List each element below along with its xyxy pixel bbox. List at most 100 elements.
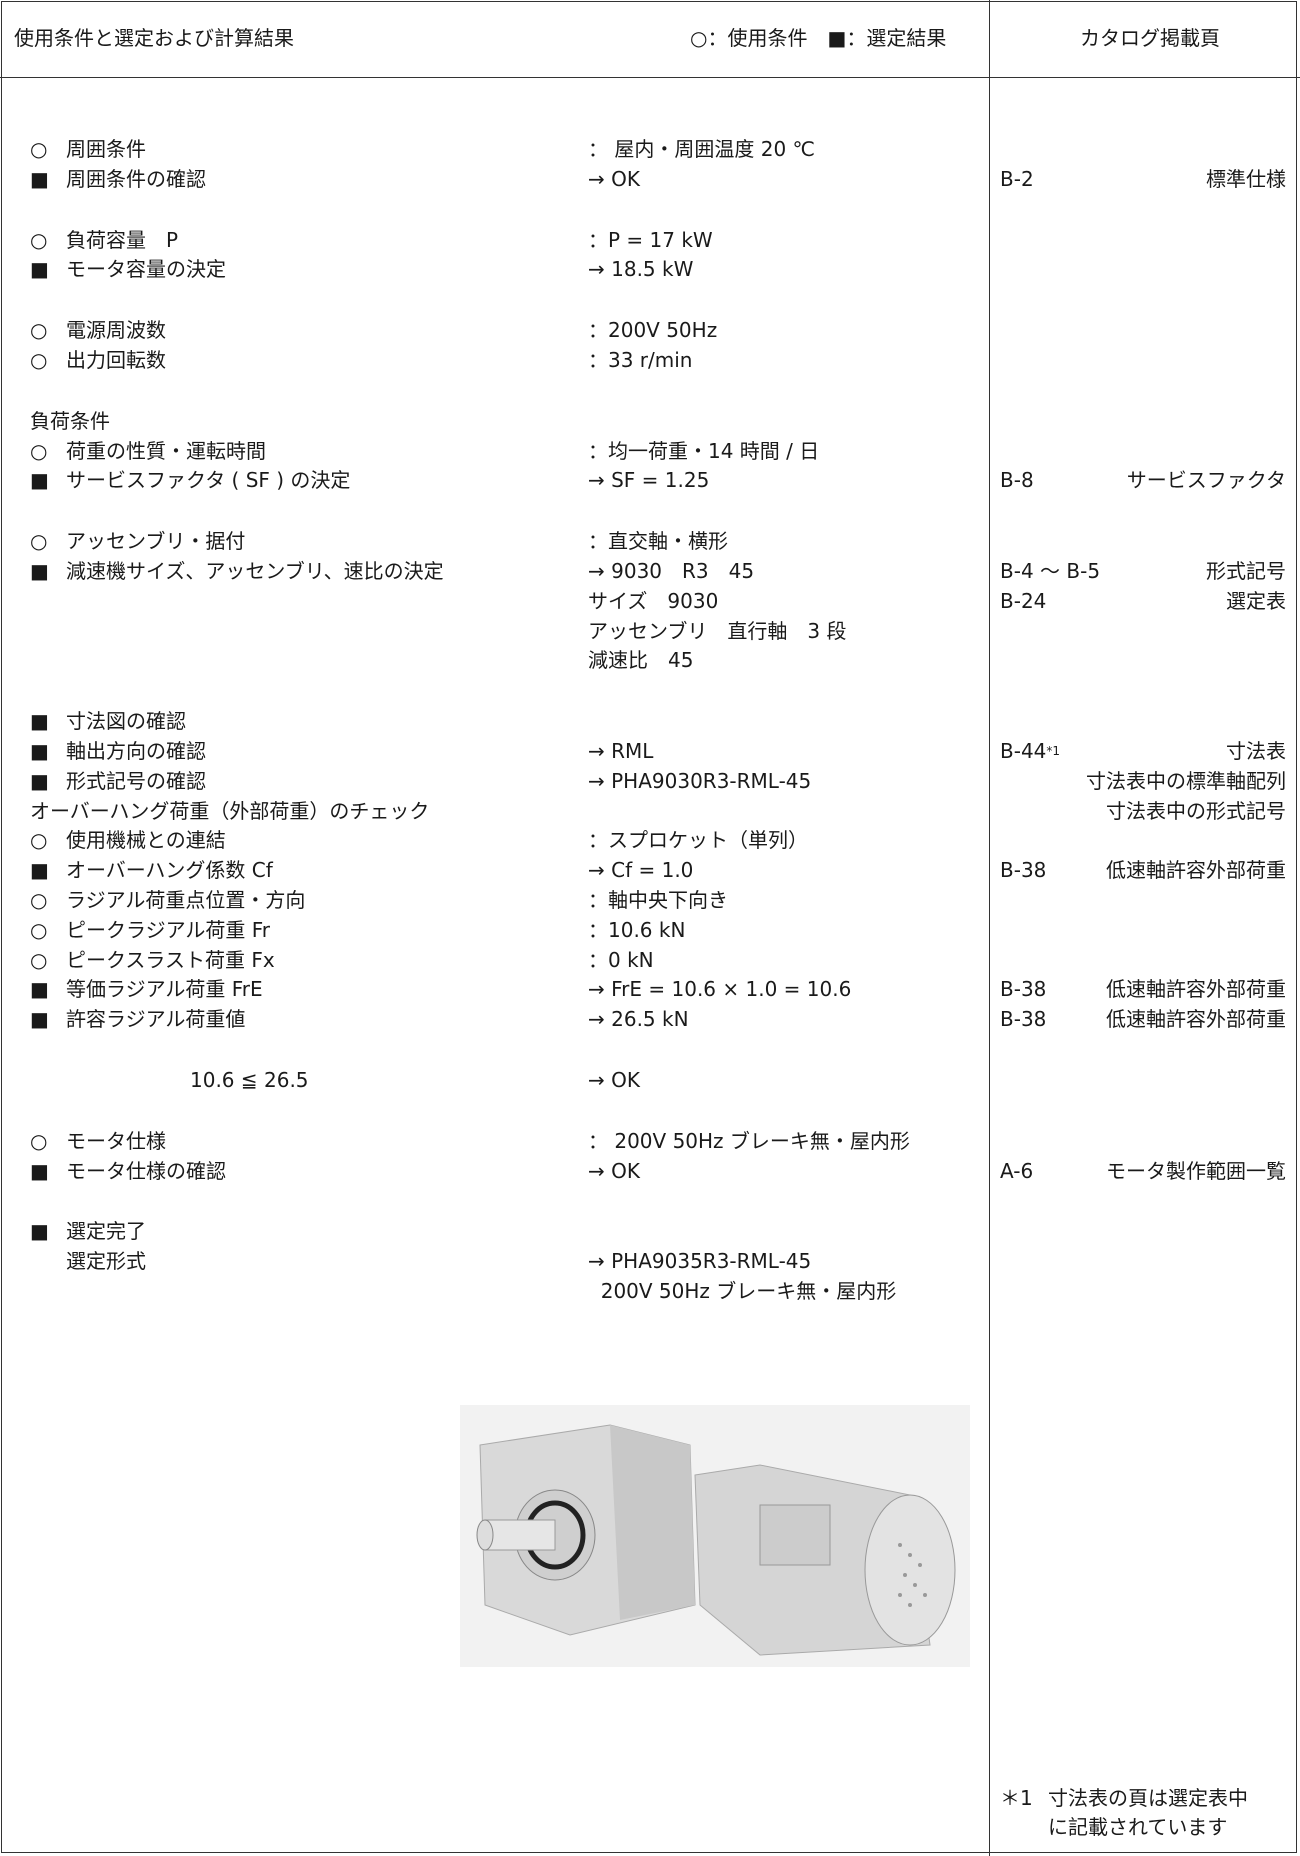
marker: ○ — [30, 137, 48, 161]
row-value: ：200V 50Hz — [588, 318, 718, 343]
row-value: ：均一荷重・14 時間 / 日 — [588, 438, 820, 463]
ref-title: 低速軸許容外部荷重 — [1106, 858, 1286, 883]
marker: ■ — [30, 977, 49, 1002]
row-label: 選定完了 — [66, 1219, 146, 1244]
row-value: ：10.6 kN — [588, 917, 686, 942]
divider — [0, 77, 1300, 78]
marker: ■ — [30, 709, 49, 734]
row-label: 出力回転数 — [66, 348, 166, 372]
divider — [989, 0, 990, 1856]
row-value: → Cf = 1.0 — [588, 858, 694, 883]
row-label: ラジアル荷重点位置・方向 — [66, 888, 306, 912]
ref-title: 低速軸許容外部荷重 — [1106, 977, 1286, 1002]
ref-code: B-38 — [1000, 858, 1047, 883]
row-label: 周囲条件の確認 — [66, 166, 206, 191]
row-heading: 負荷条件 — [30, 408, 110, 433]
row-label: モータ仕様 — [66, 1128, 166, 1153]
ref-title: 低速軸許容外部荷重 — [1106, 1007, 1286, 1032]
row-value: ：軸中央下向き — [588, 888, 728, 912]
footnote-line: に記載されています — [1048, 1815, 1228, 1839]
row-label: アッセンブリ・据付 — [66, 529, 246, 554]
row-value: ： 屋内・周囲温度 20 ℃ — [588, 137, 815, 161]
row-value: → PHA9035R3-RML-45 — [588, 1249, 812, 1274]
marker: ■ — [30, 166, 49, 191]
header-legend: ○：使用条件 ■：選定結果 — [690, 26, 947, 50]
marker: ■ — [30, 1219, 49, 1244]
row-label: 周囲条件 — [66, 137, 146, 161]
formula: 10.6 ≦ 26.5 — [190, 1068, 309, 1092]
ref-note: *1 — [1046, 744, 1061, 758]
footnote-mark: ＊1 — [1000, 1786, 1033, 1810]
marker: ■ — [30, 1158, 49, 1183]
ref-title: 寸法表中の形式記号 — [1106, 798, 1286, 823]
row-value: ：0 kN — [588, 947, 654, 972]
row-label: ピークラジアル荷重 Fr — [66, 917, 271, 942]
row-value: 200V 50Hz ブレーキ無・屋内形 — [588, 1279, 897, 1303]
row-label: ピークスラスト荷重 Fx — [66, 947, 275, 972]
ref-code: B-38 — [1000, 1007, 1047, 1032]
row-label: 電源周波数 — [66, 318, 166, 343]
row-value: → 26.5 kN — [588, 1007, 689, 1032]
ref-title: モータ製作範囲一覧 — [1106, 1158, 1286, 1183]
marker: ○ — [30, 888, 48, 912]
row-value: → RML — [588, 739, 654, 763]
marker: ○ — [30, 438, 48, 463]
row-value: ： 200V 50Hz ブレーキ無・屋内形 — [588, 1128, 910, 1153]
ref-title: 寸法表中の標準軸配列 — [1086, 768, 1286, 793]
ref-title: 標準仕様 — [1206, 166, 1286, 191]
row-value: → SF = 1.25 — [588, 468, 710, 493]
row-value: → PHA9030R3-RML-45 — [588, 768, 812, 793]
ref-title: 形式記号 — [1206, 559, 1286, 583]
gearmotor-image — [460, 1405, 970, 1667]
row-value: ：P = 17 kW — [588, 227, 713, 252]
row-value: → OK — [588, 166, 640, 191]
marker: ■ — [30, 1007, 49, 1032]
row-value: ：33 r/min — [588, 348, 693, 372]
ref-title: サービスファクタ — [1126, 468, 1286, 493]
marker: ○ — [30, 947, 48, 972]
row-value: → 18.5 kW — [588, 257, 694, 282]
row-label: 等価ラジアル荷重 FrE — [66, 977, 263, 1002]
header-catalog: カタログ掲載頁 — [1080, 26, 1220, 50]
ref-code: B-24 — [1000, 588, 1047, 613]
row-label: 使用機械との連結 — [66, 828, 226, 853]
marker: ○ — [30, 227, 48, 252]
marker: ○ — [30, 318, 48, 343]
ref-code: B-38 — [1000, 977, 1047, 1002]
row-label: サービスファクタ ( SF ) の決定 — [66, 468, 351, 493]
ref-code: B-2 — [1000, 166, 1034, 191]
row-label: 軸出方向の確認 — [66, 739, 206, 763]
row-value: アッセンブリ 直行軸 3 段 — [588, 618, 847, 643]
marker: ■ — [30, 559, 49, 583]
marker: ○ — [30, 917, 48, 942]
ref-title: 選定表 — [1226, 588, 1286, 613]
row-label: 荷重の性質・運転時間 — [66, 438, 266, 463]
marker: ■ — [30, 468, 49, 493]
marker: ○ — [30, 529, 48, 554]
row-value: 減速比 45 — [588, 648, 694, 673]
ref-code: B-44*1 — [1000, 739, 1061, 763]
row-value: → FrE = 10.6 × 1.0 = 10.6 — [588, 977, 852, 1002]
marker: ■ — [30, 257, 49, 282]
marker: ■ — [30, 739, 49, 763]
row-label: モータ容量の決定 — [66, 257, 226, 282]
marker: ■ — [30, 768, 49, 793]
row-label: モータ仕様の確認 — [66, 1158, 226, 1183]
row-label: 許容ラジアル荷重値 — [66, 1007, 246, 1032]
row-label: 形式記号の確認 — [66, 768, 206, 793]
row-value: サイズ 9030 — [588, 588, 719, 613]
ref-code: B-8 — [1000, 468, 1034, 493]
row-label: オーバーハング係数 Cf — [66, 858, 273, 883]
marker: ○ — [30, 348, 48, 372]
row-label: 寸法図の確認 — [66, 709, 186, 734]
row-label: 選定形式 — [66, 1249, 146, 1274]
row-label: 減速機サイズ、アッセンブリ、速比の決定 — [66, 559, 444, 583]
row-value: → OK — [588, 1158, 640, 1183]
marker: ■ — [30, 858, 49, 883]
row-value: → 9030 R3 45 — [588, 559, 755, 583]
marker: ○ — [30, 828, 48, 853]
row-label: 負荷容量 P — [66, 227, 179, 252]
marker: ○ — [30, 1128, 48, 1153]
